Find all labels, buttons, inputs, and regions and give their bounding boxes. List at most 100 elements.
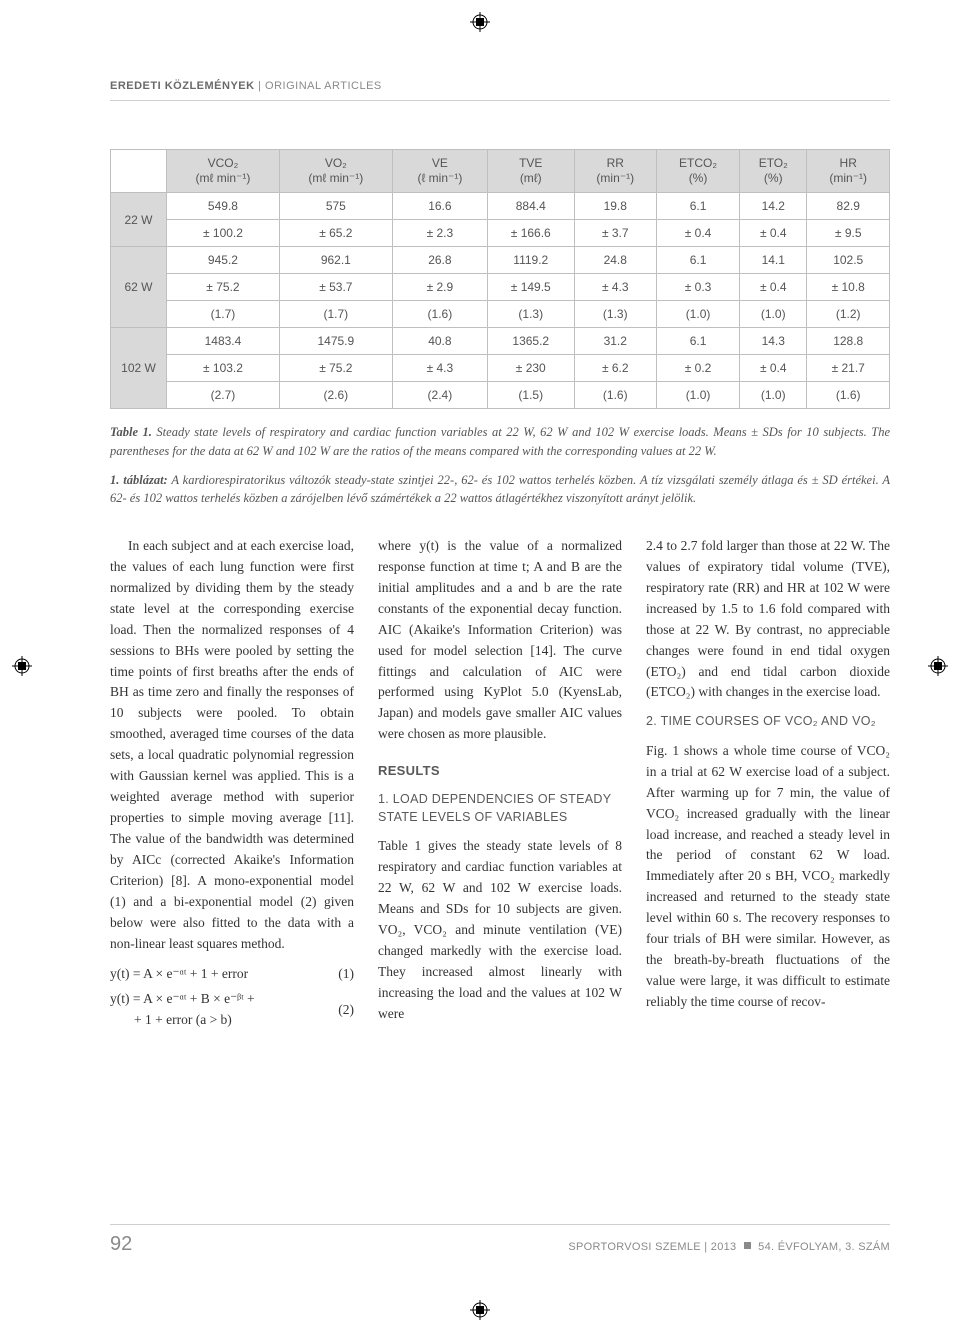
- column-header: ETCO₂(%): [657, 150, 740, 193]
- table-cell: 26.8: [392, 247, 487, 274]
- table-cell: ± 2.3: [392, 220, 487, 247]
- table-row: (2.7)(2.6)(2.4)(1.5)(1.6)(1.0)(1.0)(1.6): [111, 382, 890, 409]
- footer-text-content: SPORTORVOSI SZEMLE | 2013 54. ÉVFOLYAM, …: [568, 1241, 890, 1253]
- equation-number: (1): [338, 964, 354, 985]
- table-cell: (1.6): [392, 301, 487, 328]
- equation-line: y(t) = A × e⁻ᵅᵗ + B × e⁻ᵝᵗ +: [110, 991, 255, 1006]
- table-cell: 1119.2: [488, 247, 575, 274]
- footer-text: SPORTORVOSI SZEMLE | 2013 54. ÉVFOLYAM, …: [568, 1241, 890, 1253]
- table-cell: (1.3): [488, 301, 575, 328]
- table-cell: ± 53.7: [279, 274, 392, 301]
- table-cell: ± 75.2: [167, 274, 280, 301]
- table-cell: ± 2.9: [392, 274, 487, 301]
- crop-mark-icon: [928, 656, 948, 676]
- table-cell: ± 21.7: [807, 355, 890, 382]
- table-cell: ± 3.7: [574, 220, 656, 247]
- table-cell: ± 103.2: [167, 355, 280, 382]
- column-header: RR(min⁻¹): [574, 150, 656, 193]
- body-columns: In each subject and at each exercise loa…: [110, 536, 890, 1031]
- crop-mark-icon: [470, 1300, 490, 1320]
- section-heading: RESULTS: [378, 761, 622, 781]
- footer-rule: [110, 1224, 890, 1225]
- table-cell: 24.8: [574, 247, 656, 274]
- table-cell: 14.2: [740, 193, 807, 220]
- subsection-heading: 2. TIME COURSES OF VCO₂ AND VO₂: [646, 713, 890, 731]
- table-cell: (1.0): [740, 382, 807, 409]
- table-cell: 82.9: [807, 193, 890, 220]
- table-cell: ± 65.2: [279, 220, 392, 247]
- data-table: VCO₂(mℓ min⁻¹)VO₂(mℓ min⁻¹)VE(ℓ min⁻¹)TV…: [110, 149, 890, 409]
- caption-lead: Table 1.: [110, 425, 152, 439]
- table-cell: ± 0.4: [740, 355, 807, 382]
- table-cell: 945.2: [167, 247, 280, 274]
- table-cell: ± 9.5: [807, 220, 890, 247]
- crop-mark-icon: [12, 656, 32, 676]
- table-cell: ± 230: [488, 355, 575, 382]
- table-caption-en: Table 1. Steady state levels of respirat…: [110, 423, 890, 461]
- table-cell: 1475.9: [279, 328, 392, 355]
- column-header: VCO₂(mℓ min⁻¹): [167, 150, 280, 193]
- header-rule: [110, 100, 890, 101]
- column-header: VE(ℓ min⁻¹): [392, 150, 487, 193]
- equation: y(t) = A × e⁻ᵅᵗ + B × e⁻ᵝᵗ + + 1 + error…: [110, 989, 255, 1031]
- table-cell: ± 0.4: [657, 220, 740, 247]
- body-paragraph: 2.4 to 2.7 fold larger than those at 22 …: [646, 536, 890, 703]
- equation-number: (2): [338, 1000, 354, 1021]
- table-row: 62 W945.2962.126.81119.224.86.114.1102.5: [111, 247, 890, 274]
- table-row: ± 75.2± 53.7± 2.9± 149.5± 4.3± 0.3± 0.4±…: [111, 274, 890, 301]
- equation-line: + 1 + error (a > b): [110, 1012, 232, 1027]
- table-cell: 40.8: [392, 328, 487, 355]
- table-cell: (2.4): [392, 382, 487, 409]
- crop-mark-icon: [470, 12, 490, 32]
- row-group-header: 102 W: [111, 328, 167, 409]
- column-header: ETO₂(%): [740, 150, 807, 193]
- running-head: EREDETI KÖZLEMÉNYEK | ORIGINAL ARTICLES: [110, 80, 890, 92]
- caption-text: Steady state levels of respiratory and c…: [110, 425, 890, 458]
- column-header: HR(min⁻¹): [807, 150, 890, 193]
- table-cell: (1.7): [279, 301, 392, 328]
- caption-text: A kardiorespiratorikus változók steady-s…: [110, 473, 890, 506]
- equation: y(t) = A × e⁻ᵅᵗ + 1 + error: [110, 964, 248, 985]
- table-cell: (1.5): [488, 382, 575, 409]
- table-cell: 962.1: [279, 247, 392, 274]
- column-header: TVE(mℓ): [488, 150, 575, 193]
- table-cell: (1.2): [807, 301, 890, 328]
- table-cell: (1.6): [574, 382, 656, 409]
- table-cell: ± 0.4: [740, 274, 807, 301]
- table-cell: ± 10.8: [807, 274, 890, 301]
- caption-lead: 1. táblázat:: [110, 473, 168, 487]
- body-paragraph: where y(t) is the value of a normalized …: [378, 536, 622, 745]
- table-cell: 6.1: [657, 247, 740, 274]
- table-cell: ± 0.2: [657, 355, 740, 382]
- subsection-heading: 1. LOAD DEPENDENCIES OF STEADY STATE LEV…: [378, 791, 622, 826]
- table-cell: 1483.4: [167, 328, 280, 355]
- table-cell: (1.3): [574, 301, 656, 328]
- table-cell: 128.8: [807, 328, 890, 355]
- table-cell: ± 149.5: [488, 274, 575, 301]
- page-footer: 92 SPORTORVOSI SZEMLE | 2013 54. ÉVFOLYA…: [0, 1224, 960, 1256]
- table-row: ± 100.2± 65.2± 2.3± 166.6± 3.7± 0.4± 0.4…: [111, 220, 890, 247]
- table-row: 102 W1483.41475.940.81365.231.26.114.312…: [111, 328, 890, 355]
- table-cell: ± 0.4: [740, 220, 807, 247]
- body-paragraph: Fig. 1 shows a whole time course of VCO₂…: [646, 741, 890, 1013]
- running-head-light: | ORIGINAL ARTICLES: [255, 80, 382, 92]
- table-cell: 6.1: [657, 193, 740, 220]
- table-cell: (1.0): [740, 301, 807, 328]
- table-cell: ± 75.2: [279, 355, 392, 382]
- row-group-header: 62 W: [111, 247, 167, 328]
- table-cell: (1.6): [807, 382, 890, 409]
- table-cell: ± 100.2: [167, 220, 280, 247]
- table-cell: ± 166.6: [488, 220, 575, 247]
- page-number: 92: [110, 1233, 132, 1256]
- table-cell: 31.2: [574, 328, 656, 355]
- table-cell: ± 0.3: [657, 274, 740, 301]
- table-cell: (1.0): [657, 382, 740, 409]
- table-cell: ± 4.3: [574, 274, 656, 301]
- body-paragraph: In each subject and at each exercise loa…: [110, 536, 354, 954]
- table-cell: ± 4.3: [392, 355, 487, 382]
- table-cell: ± 6.2: [574, 355, 656, 382]
- table-cell: 575: [279, 193, 392, 220]
- table-cell: 14.1: [740, 247, 807, 274]
- column-header: VO₂(mℓ min⁻¹): [279, 150, 392, 193]
- table-caption-hu: 1. táblázat: A kardiorespiratorikus vált…: [110, 471, 890, 509]
